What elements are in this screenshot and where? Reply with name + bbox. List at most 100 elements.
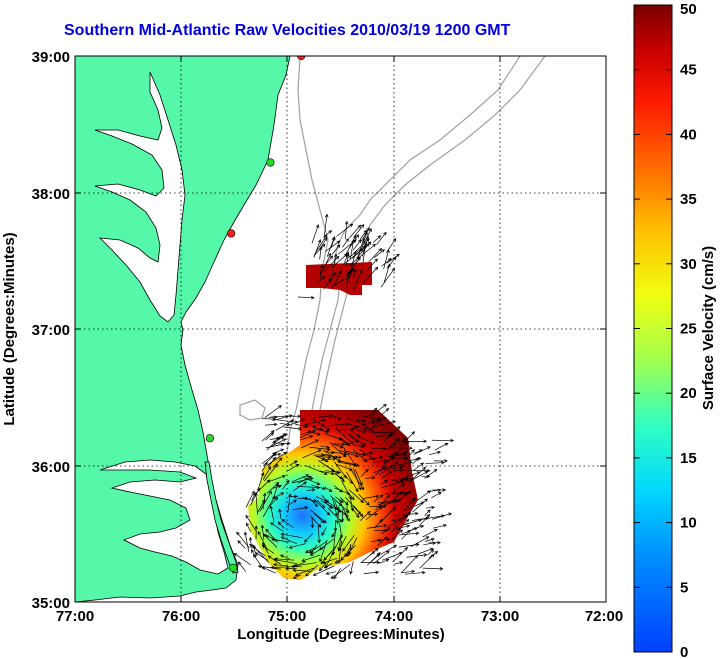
velocity-arrow [287, 493, 292, 513]
velocity-arrow [371, 403, 387, 416]
velocity-arrow [313, 239, 322, 258]
velocity-arrow [360, 550, 376, 563]
velocity-arrow [349, 250, 357, 274]
velocity-arrow [238, 561, 246, 572]
velocity-arrow [377, 416, 387, 420]
velocity-arrow [389, 438, 407, 449]
velocity-arrow [327, 507, 343, 523]
velocity-arrow [412, 498, 428, 513]
velocity-arrow [358, 414, 380, 421]
colorbar-tick-label: 45 [680, 62, 697, 79]
velocity-arrow [346, 253, 350, 266]
velocity-arrow [273, 435, 285, 444]
velocity-arrow [394, 561, 404, 565]
velocity-arrow [335, 496, 344, 503]
velocity-arrow [259, 490, 272, 512]
velocity-arrow [393, 446, 413, 450]
velocity-arrow [273, 415, 290, 421]
velocity-arrow [273, 557, 295, 561]
velocity-arrow [311, 224, 320, 244]
velocity-arrow [278, 508, 282, 519]
velocity-arrow [243, 531, 250, 552]
velocity-arrow [277, 521, 285, 529]
velocity-arrow [353, 444, 365, 449]
velocity-arrow [434, 442, 449, 451]
velocity-arrow [312, 565, 335, 576]
velocity-arrow [425, 505, 436, 510]
velocity-arrow [386, 253, 400, 264]
velocity-arrow [339, 522, 344, 539]
velocity-arrow [304, 423, 317, 428]
velocity-arrow [426, 488, 442, 493]
velocity-arrow [380, 479, 388, 486]
velocity-arrow [348, 489, 365, 503]
map-title: Southern Mid-Atlantic Raw Velocities 201… [64, 22, 511, 39]
velocity-arrow [373, 550, 390, 564]
velocity-arrow [277, 419, 299, 424]
velocity-arrow [424, 468, 438, 479]
velocity-arrow [428, 450, 441, 456]
velocity-arrow [368, 512, 379, 517]
velocity-arrow [404, 570, 426, 575]
velocity-arrow [413, 462, 425, 471]
velocity-arrow [394, 468, 405, 472]
velocity-arrow [335, 507, 340, 525]
velocity-vectors [233, 213, 455, 580]
velocity-arrow [358, 493, 370, 506]
tick-marks [75, 56, 606, 602]
velocity-arrow [334, 270, 342, 286]
velocity-arrow [373, 464, 395, 473]
velocity-arrow [302, 497, 317, 503]
velocity-arrow [269, 438, 287, 448]
velocity-arrow [392, 546, 408, 563]
velocity-arrow [283, 426, 303, 431]
velocity-arrow [397, 524, 411, 529]
colorbar-tick-label: 25 [680, 321, 697, 338]
velocity-arrow [381, 258, 392, 267]
velocity-arrow [356, 420, 375, 432]
velocity-arrow [275, 433, 287, 440]
velocity-arrow [412, 524, 425, 530]
velocity-arrow [317, 429, 330, 434]
velocity-arrow [249, 543, 266, 557]
velocity-arrow [324, 255, 340, 272]
x-tick-labels: 77:00 76:00 75:00 74:00 73:00 72:00 [56, 608, 623, 625]
velocity-arrow [272, 484, 282, 489]
velocity-arrow [360, 468, 369, 477]
velocity-arrow [361, 420, 377, 426]
velocity-arrow [325, 571, 336, 576]
velocity-arrow [285, 566, 297, 571]
colorbar-tick-label: 35 [680, 191, 697, 208]
velocity-arrow [324, 486, 333, 492]
velocity-arrow [316, 499, 326, 509]
velocity-arrow [423, 541, 437, 546]
velocity-arrow [424, 537, 435, 542]
velocity-arrow [304, 465, 328, 475]
velocity-arrow [331, 415, 342, 420]
velocity-arrow [294, 567, 314, 576]
velocity-arrow [248, 536, 253, 549]
velocity-arrow [270, 522, 284, 532]
velocity-arrow [300, 430, 312, 436]
velocity-arrow [361, 235, 370, 257]
velocity-arrow [373, 494, 384, 503]
velocity-arrow [389, 451, 399, 462]
velocity-arrow [309, 497, 318, 508]
x-tick-label: 76:00 [162, 608, 200, 625]
velocity-arrow [269, 505, 275, 523]
velocity-arrow [424, 509, 431, 516]
velocity-arrow [352, 268, 357, 281]
velocity-arrow [331, 530, 336, 556]
velocity-arrow [401, 554, 419, 573]
velocity-arrow [272, 492, 285, 500]
velocity-arrow [292, 568, 311, 573]
velocity-arrow [309, 446, 331, 452]
velocity-arrow [362, 455, 383, 461]
velocity-arrow [311, 414, 334, 419]
velocity-arrow [313, 498, 331, 516]
colorbar-title: Surface Velocity (cm/s) [700, 246, 717, 410]
velocity-arrow [373, 459, 388, 463]
velocity-arrow [342, 238, 349, 248]
